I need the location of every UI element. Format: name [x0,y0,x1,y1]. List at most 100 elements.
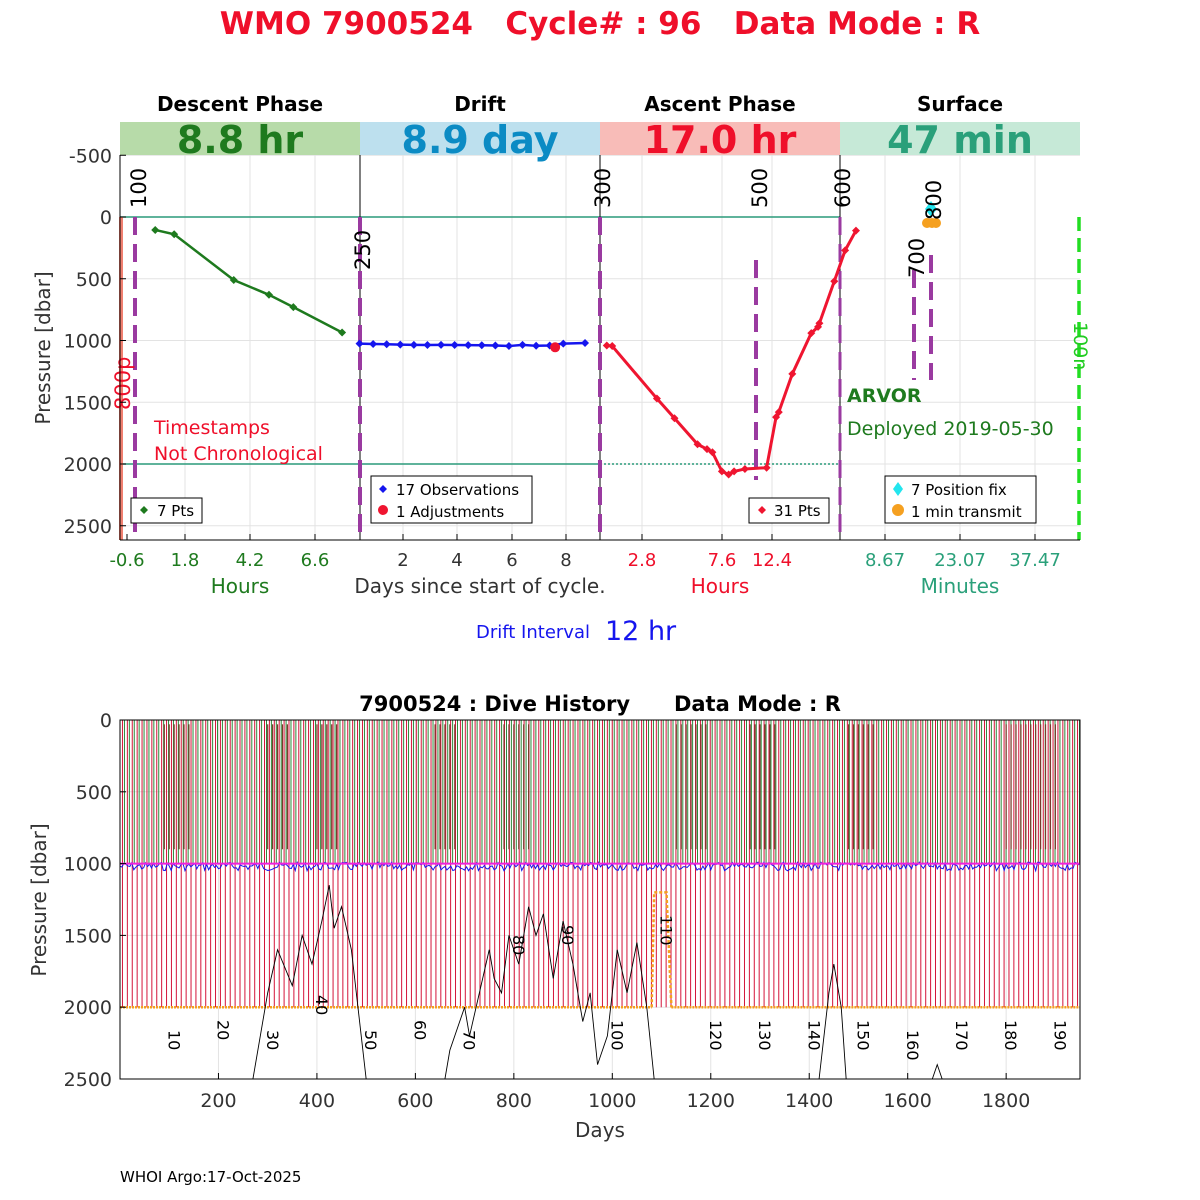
cycle-label: 30 [263,1030,282,1050]
x-tick-label: 2 [397,550,408,571]
ascent-point [693,440,702,449]
drift-point [491,341,500,350]
ascent-point [730,467,739,476]
drift-point [532,341,541,350]
y-tick-label: 2000 [64,454,112,476]
cycle-label: 60 [410,1020,429,1040]
marker-100-label: 100 [127,168,151,208]
ascent-point [602,341,611,350]
drift-point [382,340,391,349]
ascent-point [708,448,717,457]
phase-duration-band [600,122,840,155]
cycle-label: 20 [214,1020,233,1040]
cycle-label: 160 [903,1030,922,1061]
descent-legend-text: 7 Pts [157,502,194,520]
x-tick-label: 600 [397,1090,433,1112]
ascent-point [815,319,824,328]
descent-line [154,228,343,334]
marker-700-label: 700 [905,238,929,278]
marker-500-label: 500 [748,168,772,208]
dive-history-x-ticks: 200 400 600 800 1000 1200 1400 1600 1800 [200,1073,1030,1112]
surface-legend-tx: 1 min transmit [911,503,1022,521]
x-tick-label: 8 [560,550,571,571]
dive-history-frame [119,719,1081,1080]
descent-point [229,275,238,284]
cycle-label: 40 [312,995,331,1015]
y-tick-label: 0 [100,710,112,732]
dive-history-y-label: Pressure [dbar] [27,823,51,976]
cycle-label: 70 [460,1030,479,1050]
surface-legend: 7 Position fix 1 min transmit [884,475,1037,524]
cycle-label: 80 [509,935,528,955]
x-tick-label: 23.07 [934,550,986,571]
y-tick-label: 1500 [64,392,112,414]
descent-legend: 7 Pts [130,497,203,524]
drift-legend-obs: 17 Observations [396,481,519,499]
dive-history-x-label: Days [575,1118,625,1142]
cycle-label: 190 [1050,1020,1069,1051]
cycle-label: 100 [607,1020,626,1051]
x-axis-label: Minutes [921,574,1000,598]
drift-legend-adj: 1 Adjustments [396,503,504,521]
ascent-point [774,408,783,417]
ascent-point [717,467,726,476]
ascent-point [670,414,679,423]
y-tick-label: 500 [76,269,112,291]
ascent-legend: 31 Pts [748,497,830,524]
x-axis-label: Days since start of cycle. [354,574,605,598]
x-tick-label: 800 [496,1090,532,1112]
x-tick-label: 7.6 [708,550,737,571]
phase-duration-band [840,122,1080,155]
x-tick-label: -0.6 [109,550,144,571]
x-tick-label: 4 [451,550,462,571]
descent-point [338,328,347,337]
ascent-legend-text: 31 Pts [774,502,821,520]
marker-300-label: 300 [591,168,615,208]
surface-series [922,201,941,228]
phase-duration: 47 min [887,118,1033,162]
drift-point [477,341,486,350]
y-tick-label: 0 [100,207,112,229]
x-tick-label: 4.2 [236,550,265,571]
marker-250-label: 250 [351,230,375,270]
dive-history-title: 7900524 : Dive History Data Mode : R [359,692,841,716]
drift-series [355,338,590,353]
deployed-date-label: Deployed 2019-05-30 [847,418,1054,440]
surface-legend-fix: 7 Position fix [911,481,1007,499]
y-tick-label: 2500 [64,1069,112,1091]
y-tick-label: 2000 [64,997,112,1019]
drift-point [559,339,568,348]
ascent-point [652,394,661,403]
descent-point [170,230,179,239]
drift-legend: 17 Observations 1 Adjustments [370,475,533,524]
dive-history-y-ticks: 0 500 1000 1500 2000 2500 [64,710,126,1091]
x-tick-label: 2.8 [628,550,657,571]
x-tick-label: 1.8 [171,550,200,571]
cycle-label: 120 [706,1020,725,1051]
x-tick-label: 1800 [982,1090,1030,1112]
drift-point [423,340,432,349]
descent-point [151,225,160,234]
cycle-label: 140 [804,1020,823,1051]
x-tick-label: 400 [299,1090,335,1112]
drift-point [581,338,590,347]
drift-point [409,340,418,349]
y-tick-label: 2500 [64,516,112,538]
drift-point [450,340,459,349]
drift-point [355,339,364,348]
drift-adjustment-point [550,342,561,353]
chart-title: WMO 7900524 Cycle# : 96 Data Mode : R [220,6,981,42]
position-fix-point [925,201,937,217]
x-tick-label: 1600 [884,1090,932,1112]
ascent-point [830,277,839,286]
phase-duration-band [120,122,360,155]
x-tick-label: 6.6 [301,550,330,571]
x-tick-label: 200 [200,1090,236,1112]
cycle-label: 50 [361,1030,380,1050]
phase-duration-band [360,122,600,155]
phase-duration: 17.0 hr [644,118,797,162]
cycle-label: 170 [952,1020,971,1051]
cycle-label: 130 [755,1020,774,1051]
x-tick-label: 37.47 [1009,550,1061,571]
timestamps-note-line1: Timestamps [153,417,270,439]
